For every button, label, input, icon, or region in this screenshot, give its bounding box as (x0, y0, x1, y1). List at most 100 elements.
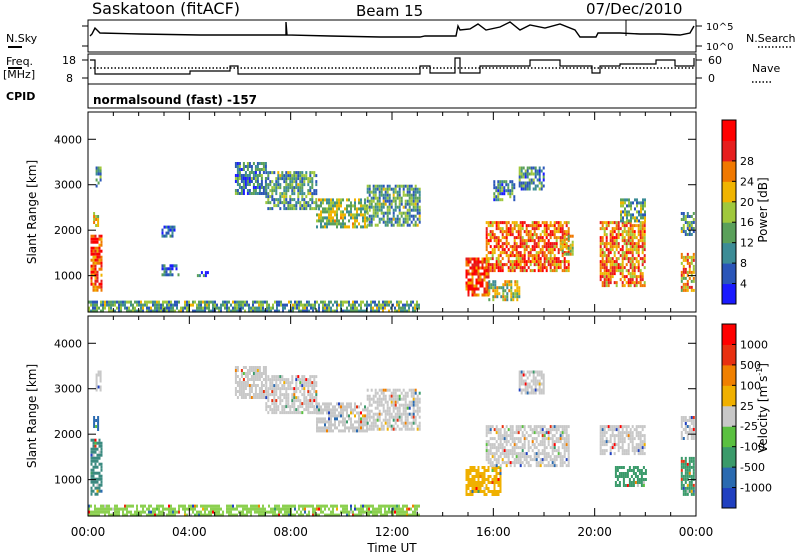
velocity-cell (342, 411, 344, 415)
nsky-frame (87, 19, 697, 53)
power-cell (682, 215, 685, 218)
velocity-cell (358, 510, 360, 514)
power-cell (489, 251, 492, 255)
velocity-cell (277, 396, 280, 400)
power-cell (684, 230, 687, 233)
velocity-cell (529, 455, 532, 459)
power-cell (344, 300, 346, 304)
power-cell (279, 207, 282, 211)
power-cell (408, 184, 411, 188)
velocity-cell (414, 409, 417, 413)
velocity-cell (90, 456, 93, 460)
power-cell (599, 278, 602, 282)
power-cell (519, 254, 522, 258)
velocity-cell (100, 483, 103, 487)
velocity-cell (374, 406, 377, 410)
power-cell (254, 300, 256, 304)
power-cell (599, 248, 602, 252)
power-cell (605, 263, 608, 267)
velocity-cell (242, 396, 245, 399)
power-cell (511, 248, 514, 252)
velocity-cell (485, 425, 488, 429)
velocity-cell (328, 423, 330, 427)
power-cell (200, 309, 202, 313)
velocity-cell (216, 510, 218, 514)
power-cell (599, 254, 602, 258)
power-cell (96, 285, 99, 289)
power-cell (258, 186, 261, 189)
power-cell (627, 260, 630, 264)
power-cell (167, 231, 170, 235)
power-cell (531, 227, 534, 231)
power-cell (493, 195, 496, 199)
power-cell (314, 306, 316, 310)
power-cell (240, 168, 243, 171)
power-cell (682, 264, 685, 268)
power-cell (465, 275, 468, 279)
velocity-cell (90, 492, 93, 496)
velocity-cell (485, 440, 488, 444)
power-cell (167, 228, 170, 232)
power-cell (621, 263, 624, 267)
velocity-cell (276, 507, 278, 511)
freq-tick-top: 18 (62, 54, 76, 67)
power-cell (479, 281, 482, 285)
cpid-text: normalsound (fast) -157 (93, 93, 257, 107)
power-cell (174, 300, 176, 304)
power-cell (246, 300, 248, 304)
power-cell (680, 255, 683, 259)
velocity-cell (210, 507, 212, 511)
velocity-cell (288, 513, 290, 517)
velocity-cell (392, 388, 395, 392)
power-cell (487, 257, 490, 261)
velocity-cell (408, 400, 411, 404)
power-cell (520, 175, 523, 179)
power-cell (542, 184, 545, 188)
velocity-cell (90, 462, 93, 466)
velocity-cell (509, 437, 512, 441)
velocity-cell (513, 440, 516, 444)
power-cell (364, 303, 366, 307)
power-cell (507, 266, 510, 270)
velocity-cell (283, 405, 286, 409)
velocity-cell (248, 393, 251, 396)
power-cell (639, 281, 642, 285)
power-cell (487, 269, 490, 273)
velocity-cell (98, 507, 100, 511)
power-cell (533, 221, 536, 225)
power-cell (621, 269, 624, 273)
power-cell (254, 306, 256, 310)
velocity-cell (515, 461, 518, 465)
velocity-cell (559, 455, 562, 459)
velocity-cell (344, 426, 346, 430)
velocity-cell (489, 481, 492, 484)
power-cell (503, 186, 506, 190)
power-cell (507, 227, 510, 231)
velocity-cell (256, 378, 259, 381)
velocity-cell (348, 510, 350, 514)
power-cell (92, 252, 95, 256)
velocity-cell (402, 397, 405, 401)
power-cell (406, 199, 409, 203)
power-cell (535, 221, 538, 225)
velocity-cell (309, 399, 312, 403)
velocity-cell (92, 483, 95, 487)
power-cell (643, 242, 646, 246)
velocity-region-7 (88, 504, 420, 517)
power-cell (506, 286, 509, 290)
power-cell (511, 189, 514, 193)
power-cell (535, 224, 538, 228)
power-cell (512, 298, 515, 302)
power-cell (692, 258, 695, 262)
power-cell (410, 208, 413, 212)
power-cell (366, 196, 369, 200)
power-cell (88, 306, 90, 310)
power-cell (287, 186, 290, 190)
power-cell (342, 300, 344, 304)
power-cell (246, 162, 249, 165)
velocity-cell (513, 431, 516, 435)
power-cell (492, 298, 495, 302)
velocity-cell (302, 507, 304, 511)
power-cell (627, 251, 630, 255)
power-cell (517, 263, 520, 267)
